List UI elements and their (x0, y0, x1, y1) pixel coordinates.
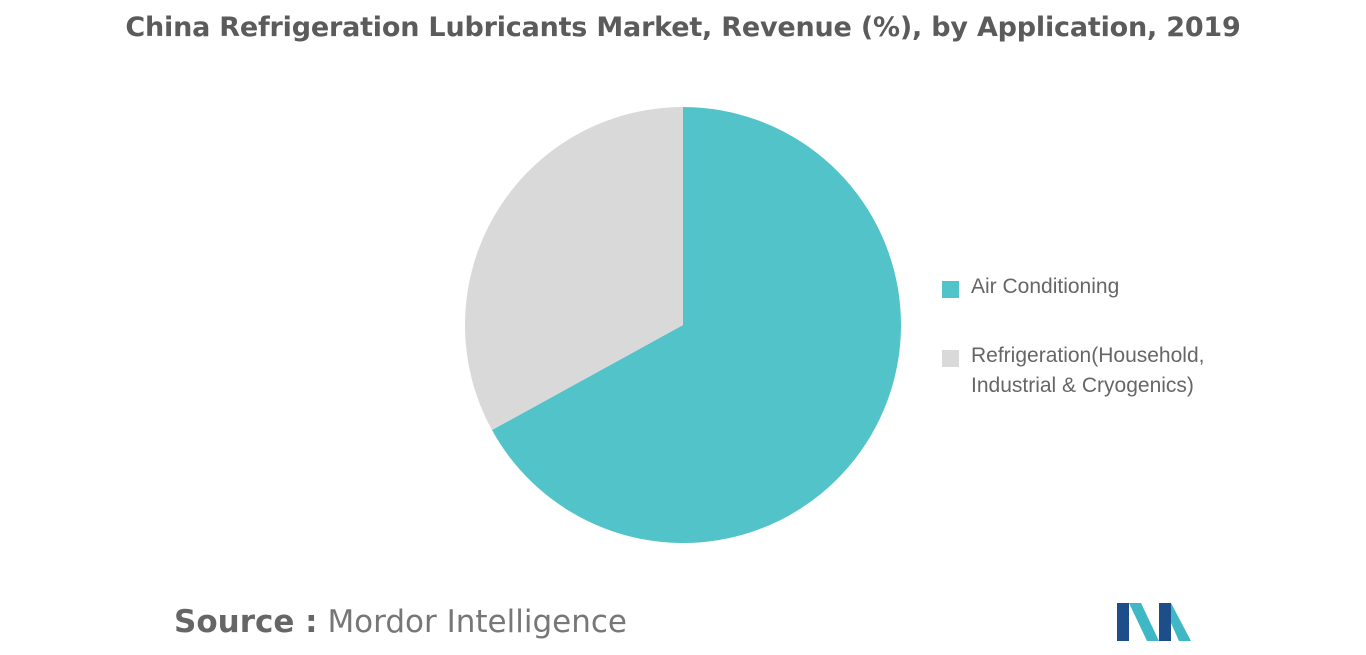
legend-label-refrigeration: Refrigeration(Household, Industrial & Cr… (971, 344, 1205, 397)
chart-title: China Refrigeration Lubricants Market, R… (125, 12, 1241, 43)
pie-chart (465, 107, 901, 544)
legend-label-air-conditioning: Air Conditioning (971, 275, 1120, 298)
legend-swatch-refrigeration (942, 350, 959, 367)
legend-swatch-air-conditioning (942, 281, 959, 298)
pie-slice-refrigeration (465, 107, 683, 431)
logo-right-diagonal (1171, 603, 1191, 641)
chart-legend: Air Conditioning Refrigeration(Household… (942, 272, 1272, 440)
legend-item-refrigeration: Refrigeration(Household, Industrial & Cr… (942, 341, 1272, 401)
source-label: Source : (174, 604, 318, 640)
legend-item-air-conditioning: Air Conditioning (942, 272, 1272, 302)
source-value: Mordor Intelligence (327, 604, 627, 640)
logo-middle-bar (1159, 603, 1171, 641)
mordor-intelligence-logo (1117, 603, 1191, 641)
pie-slice-air-conditioning (491, 107, 901, 544)
logo-left-bar (1117, 603, 1129, 641)
logo-left-diagonal (1129, 603, 1159, 641)
source-note: Source : Mordor Intelligence (174, 604, 627, 640)
